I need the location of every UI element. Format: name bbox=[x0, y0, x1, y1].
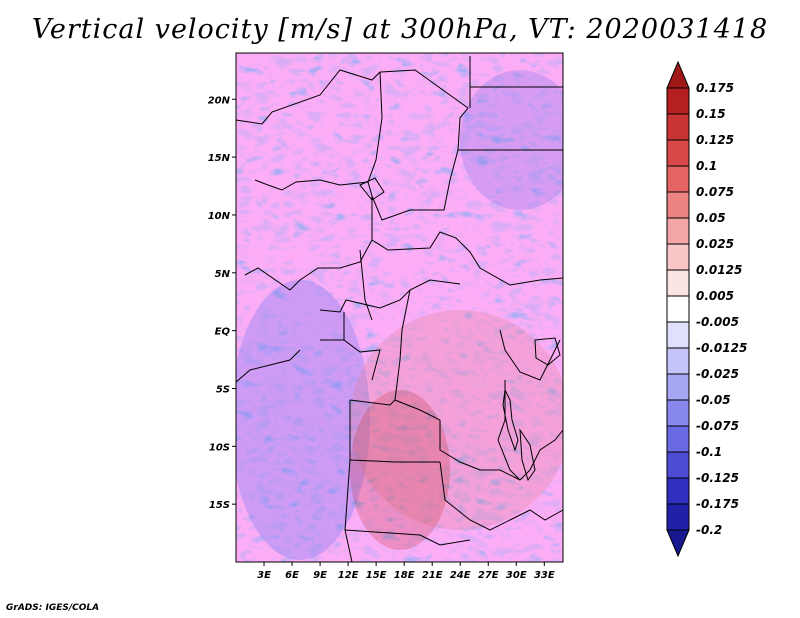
lat-tick-label: 5S bbox=[216, 384, 230, 395]
latitude-axis: 20N 15N 10N 5N EQ 5S 10S 15S bbox=[208, 95, 236, 511]
colorbar-level-label: 0.005 bbox=[696, 289, 734, 303]
lat-tick-label: 15N bbox=[208, 153, 231, 164]
colorbar-level-label: -0.05 bbox=[696, 393, 731, 407]
lon-tick-label: 15E bbox=[366, 570, 387, 581]
colorbar-level-label: 0.15 bbox=[696, 107, 726, 121]
colorbar-level-label: 0.1 bbox=[696, 159, 717, 173]
colorbar-swatch bbox=[666, 269, 690, 297]
colorbar-swatch bbox=[666, 60, 690, 89]
colorbar-swatch bbox=[666, 87, 690, 115]
colorbar-level-label: -0.2 bbox=[696, 523, 722, 537]
lon-tick-label: 3E bbox=[257, 570, 271, 581]
colorbar-level-label: 0.05 bbox=[696, 211, 726, 225]
colorbar-swatch bbox=[666, 165, 690, 193]
chart-title: Vertical velocity [m/s] at 300hPa, VT: 2… bbox=[31, 14, 769, 45]
lakes bbox=[359, 177, 561, 482]
lon-tick-label: 30E bbox=[506, 570, 527, 581]
colorbar-swatch bbox=[666, 347, 690, 375]
lat-tick-label: EQ bbox=[215, 327, 231, 338]
colorbar-swatch bbox=[666, 321, 690, 349]
colorbar-level-label: -0.025 bbox=[696, 367, 739, 381]
colorbar-swatch bbox=[666, 477, 690, 505]
colorbar-swatch bbox=[666, 217, 690, 245]
lon-tick-label: 33E bbox=[534, 570, 555, 581]
colorbar-swatch bbox=[666, 425, 690, 453]
lon-tick-label: 18E bbox=[394, 570, 415, 581]
colorbar-level-label: -0.125 bbox=[696, 471, 739, 485]
colorbar-swatch bbox=[666, 503, 690, 531]
colorbar-level-label: -0.075 bbox=[696, 419, 739, 433]
longitude-axis: 3E 6E 9E 12E 15E 18E 21E 24E 27E 30E 33E bbox=[257, 562, 555, 581]
colorbar-swatch bbox=[666, 113, 690, 141]
colorbar-swatch bbox=[666, 373, 690, 401]
vertical-velocity-field bbox=[236, 53, 563, 562]
lat-tick-label: 15S bbox=[209, 500, 230, 511]
colorbar-level-label: -0.175 bbox=[696, 497, 739, 511]
colorbar bbox=[666, 60, 690, 558]
colorbar-level-label: 0.0125 bbox=[696, 263, 742, 277]
map-frame bbox=[235, 52, 564, 563]
colorbar-swatch bbox=[666, 243, 690, 271]
colorbar-level-label: -0.005 bbox=[696, 315, 739, 329]
colorbar-level-label: -0.0125 bbox=[696, 341, 747, 355]
country-borders bbox=[235, 56, 564, 563]
colorbar-swatch bbox=[666, 191, 690, 219]
colorbar-swatch bbox=[666, 399, 690, 427]
colorbar-swatch bbox=[666, 295, 690, 323]
grads-credit: GrADS: IGES/COLA bbox=[6, 603, 100, 613]
lat-tick-label: 20N bbox=[208, 95, 231, 106]
lon-tick-label: 27E bbox=[478, 570, 499, 581]
colorbar-level-label: -0.1 bbox=[696, 445, 722, 459]
lon-tick-label: 9E bbox=[313, 570, 327, 581]
lat-tick-label: 10S bbox=[209, 442, 230, 453]
colorbar-swatch bbox=[666, 139, 690, 167]
colorbar-labels: 0.175 0.15 0.125 0.1 0.075 0.05 0.025 0.0125 0.0… bbox=[696, 81, 747, 537]
colorbar-level-label: 0.125 bbox=[696, 133, 734, 147]
lat-tick-label: 5N bbox=[215, 269, 231, 280]
lat-tick-label: 10N bbox=[208, 211, 231, 222]
colorbar-swatch bbox=[666, 529, 690, 558]
colorbar-level-label: 0.075 bbox=[696, 185, 734, 199]
lon-tick-label: 21E bbox=[422, 570, 443, 581]
lon-tick-label: 24E bbox=[450, 570, 471, 581]
colorbar-swatch bbox=[666, 451, 690, 479]
lon-tick-label: 6E bbox=[285, 570, 299, 581]
lon-tick-label: 12E bbox=[338, 570, 359, 581]
colorbar-level-label: 0.025 bbox=[696, 237, 734, 251]
colorbar-level-label: 0.175 bbox=[696, 81, 734, 95]
